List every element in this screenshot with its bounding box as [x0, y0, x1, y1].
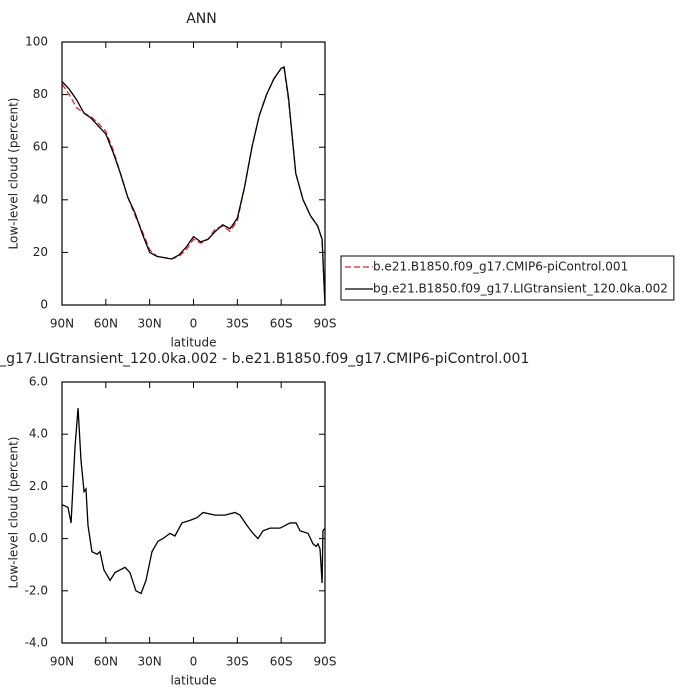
- x-tick-label: 60N: [94, 317, 118, 331]
- plot-frame: [61, 41, 326, 306]
- plot-frame: [61, 381, 326, 644]
- x-tick-label: 90S: [314, 655, 337, 669]
- x-tick-label: 90N: [50, 655, 74, 669]
- y-tick-label: 60: [33, 140, 48, 154]
- y-tick-label: 4.0: [29, 427, 48, 441]
- x-tick-label: 30S: [226, 317, 249, 331]
- y-tick-label: 6.0: [29, 375, 48, 389]
- x-tick-label: 30S: [226, 655, 249, 669]
- x-tick-label: 60S: [270, 317, 293, 331]
- chart-title: bg.e21.B1850.f09_g17.LIGtransient_120.0k…: [0, 351, 529, 367]
- y-tick-label: -4.0: [25, 636, 48, 650]
- y-axis-label: Low-level cloud (percent): [7, 437, 21, 589]
- chart-title: ANN: [186, 11, 217, 27]
- data-line: [61, 67, 326, 306]
- y-tick-label: 0: [40, 298, 48, 312]
- x-tick-label: 0: [190, 655, 198, 669]
- y-tick-label: 2.0: [29, 479, 48, 493]
- x-tick-label: 30N: [138, 317, 162, 331]
- x-tick-label: 60S: [270, 655, 293, 669]
- data-line: [61, 66, 326, 306]
- x-tick-label: 0: [190, 317, 198, 331]
- y-tick-label: 100: [25, 35, 48, 49]
- legend-label: bg.e21.B1850.f09_g17.LIGtransient_120.0k…: [373, 282, 668, 296]
- x-axis-label: latitude: [170, 336, 216, 350]
- y-axis-label: Low-level cloud (percent): [7, 98, 21, 250]
- x-tick-label: 30N: [138, 655, 162, 669]
- y-tick-label: 0.0: [29, 531, 48, 545]
- x-axis-label: latitude: [170, 674, 216, 688]
- x-tick-label: 60N: [94, 655, 118, 669]
- y-tick-label: -2.0: [25, 583, 48, 597]
- legend-label: b.e21.B1850.f09_g17.CMIP6-piControl.001: [373, 260, 628, 274]
- legend-box: [340, 255, 675, 301]
- data-line: [61, 408, 326, 595]
- y-tick-label: 20: [33, 245, 48, 259]
- x-tick-label: 90N: [50, 317, 74, 331]
- y-tick-label: 80: [33, 87, 48, 101]
- y-tick-label: 40: [33, 192, 48, 206]
- x-tick-label: 90S: [314, 317, 337, 331]
